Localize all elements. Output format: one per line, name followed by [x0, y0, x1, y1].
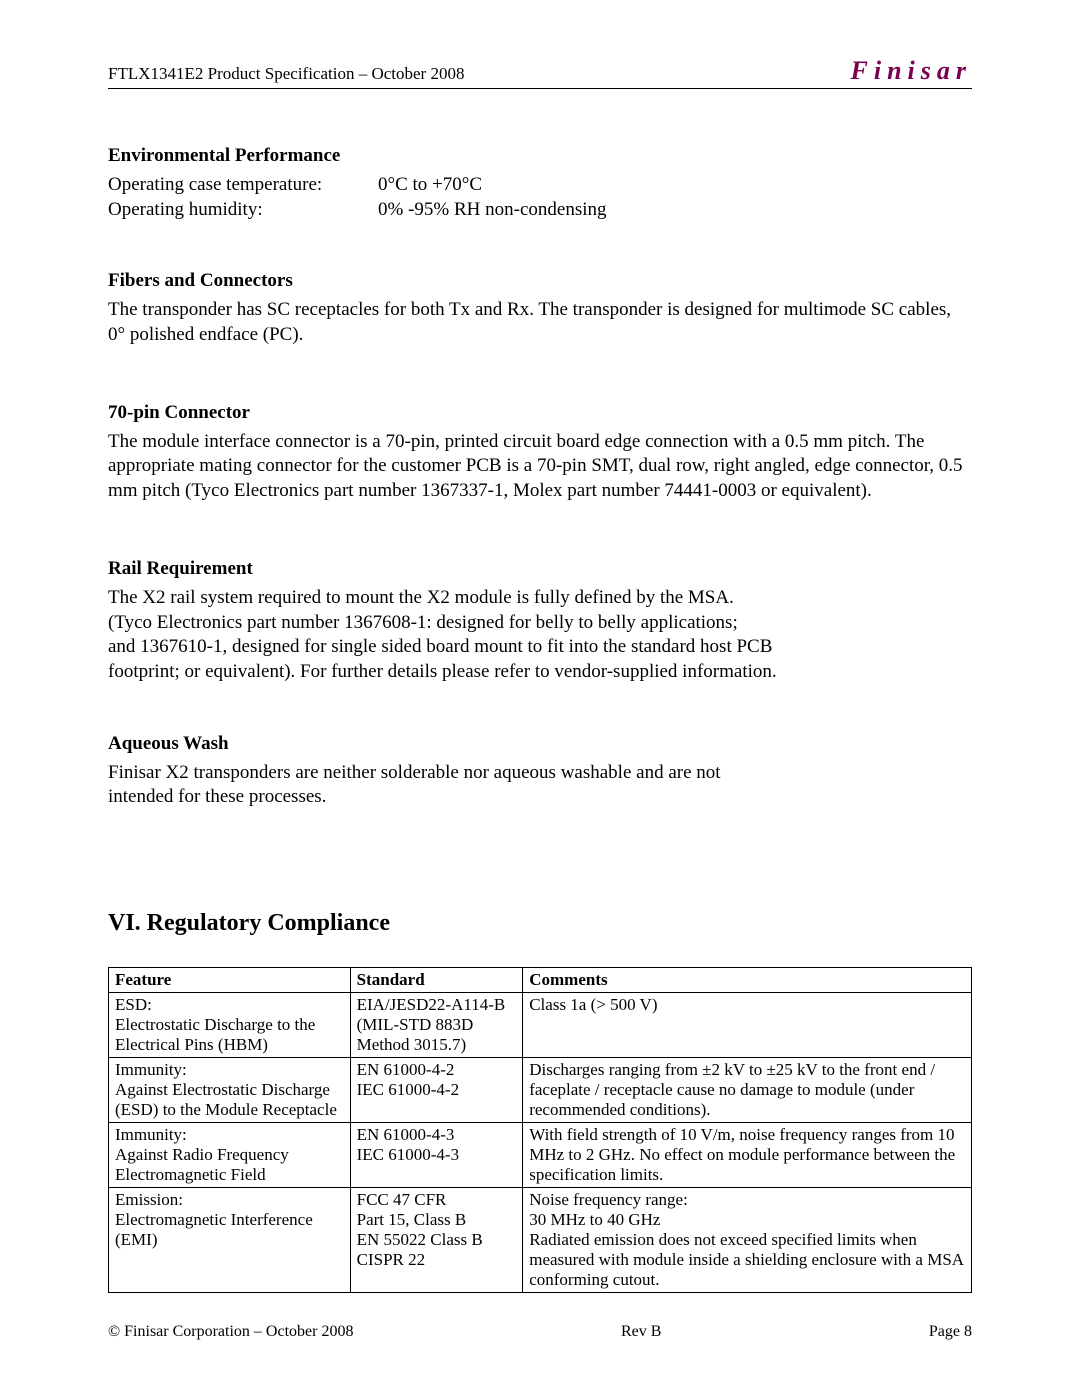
cell-standard: EN 61000-4-2IEC 61000-4-2: [350, 1057, 523, 1122]
footer-right: Page 8: [929, 1323, 972, 1341]
cell-feature: Emission:Electromagnetic Interference (E…: [109, 1187, 351, 1292]
table-row: Emission:Electromagnetic Interference (E…: [109, 1187, 972, 1292]
table-row: ESD:Electrostatic Discharge to the Elect…: [109, 992, 972, 1057]
cell-feature: Immunity:Against Electrostatic Discharge…: [109, 1057, 351, 1122]
section-heading-env: Environmental Performance: [108, 145, 972, 167]
aqueous-line-0: Finisar X2 transponders are neither sold…: [108, 761, 972, 786]
page: FTLX1341E2 Product Specification – Octob…: [0, 0, 1080, 1397]
env-humidity-value: 0% -95% RH non-condensing: [378, 198, 972, 223]
table-header-row: Feature Standard Comments: [109, 967, 972, 992]
cell-comments: With field strength of 10 V/m, noise fre…: [523, 1122, 972, 1187]
cell-standard: EN 61000-4-3IEC 61000-4-3: [350, 1122, 523, 1187]
page-footer: © Finisar Corporation – October 2008 Rev…: [108, 1323, 972, 1341]
cell-feature: Immunity:Against Radio Frequency Electro…: [109, 1122, 351, 1187]
env-temp-label: Operating case temperature:: [108, 173, 378, 198]
section-heading-rail: Rail Requirement: [108, 558, 972, 580]
cell-standard: FCC 47 CFRPart 15, Class BEN 55022 Class…: [350, 1187, 523, 1292]
env-row-temp: Operating case temperature: 0°C to +70°C: [108, 173, 972, 198]
page-header: FTLX1341E2 Product Specification – Octob…: [108, 56, 972, 89]
cell-feature: ESD:Electrostatic Discharge to the Elect…: [109, 992, 351, 1057]
cell-comments: Discharges ranging from ±2 kV to ±25 kV …: [523, 1057, 972, 1122]
env-row-humidity: Operating humidity: 0% -95% RH non-conde…: [108, 198, 972, 223]
rail-line-1: (Tyco Electronics part number 1367608-1:…: [108, 611, 972, 636]
section-heading-fibers: Fibers and Connectors: [108, 270, 972, 292]
col-feature: Feature: [109, 967, 351, 992]
rail-line-3: footprint; or equivalent). For further d…: [108, 660, 972, 685]
aqueous-line-1: intended for these processes.: [108, 785, 972, 810]
section-heading-aqueous: Aqueous Wash: [108, 733, 972, 755]
main-heading-regulatory: VI. Regulatory Compliance: [108, 910, 972, 937]
pin70-text: The module interface connector is a 70-p…: [108, 430, 972, 504]
section-heading-pin70: 70-pin Connector: [108, 402, 972, 424]
env-temp-value: 0°C to +70°C: [378, 173, 972, 198]
cell-comments: Class 1a (> 500 V): [523, 992, 972, 1057]
fibers-text: The transponder has SC receptacles for b…: [108, 298, 972, 347]
regulatory-table: Feature Standard Comments ESD:Electrosta…: [108, 967, 972, 1293]
header-title: FTLX1341E2 Product Specification – Octob…: [108, 64, 464, 84]
cell-comments: Noise frequency range:30 MHz to 40 GHzRa…: [523, 1187, 972, 1292]
rail-line-2: and 1367610-1, designed for single sided…: [108, 635, 972, 660]
table-row: Immunity:Against Radio Frequency Electro…: [109, 1122, 972, 1187]
col-standard: Standard: [350, 967, 523, 992]
footer-center: Rev B: [621, 1323, 661, 1341]
footer-left: © Finisar Corporation – October 2008: [108, 1323, 353, 1341]
env-humidity-label: Operating humidity:: [108, 198, 378, 223]
cell-standard: EIA/JESD22-A114-B(MIL-STD 883DMethod 301…: [350, 992, 523, 1057]
table-row: Immunity:Against Electrostatic Discharge…: [109, 1057, 972, 1122]
rail-line-0: The X2 rail system required to mount the…: [108, 586, 972, 611]
brand-logo: Finisar: [851, 56, 973, 86]
col-comments: Comments: [523, 967, 972, 992]
